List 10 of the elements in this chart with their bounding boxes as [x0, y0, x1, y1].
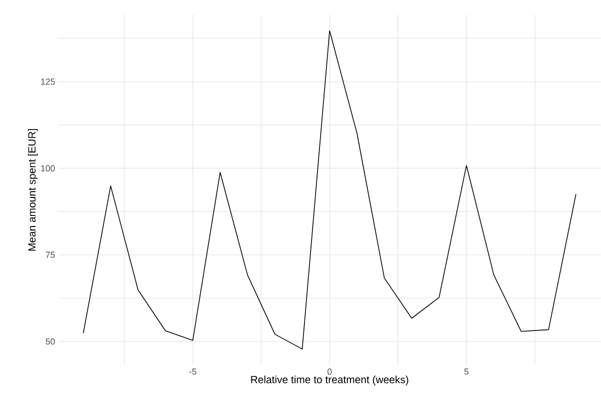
x-tick-label: 0	[328, 368, 332, 375]
y-tick-label: 50	[46, 338, 55, 345]
x-axis-title: Relative time to treatment (weeks)	[251, 376, 408, 386]
y-tick-label: 125	[41, 78, 55, 85]
x-tick-label: -5	[189, 368, 196, 375]
line-series	[82, 30, 576, 350]
x-tick-label: 5	[464, 368, 469, 375]
y-tick-label: 100	[41, 165, 55, 172]
y-tick-label: 75	[46, 252, 55, 258]
y-axis-title: Mean amount spent [EUR]	[28, 129, 38, 251]
